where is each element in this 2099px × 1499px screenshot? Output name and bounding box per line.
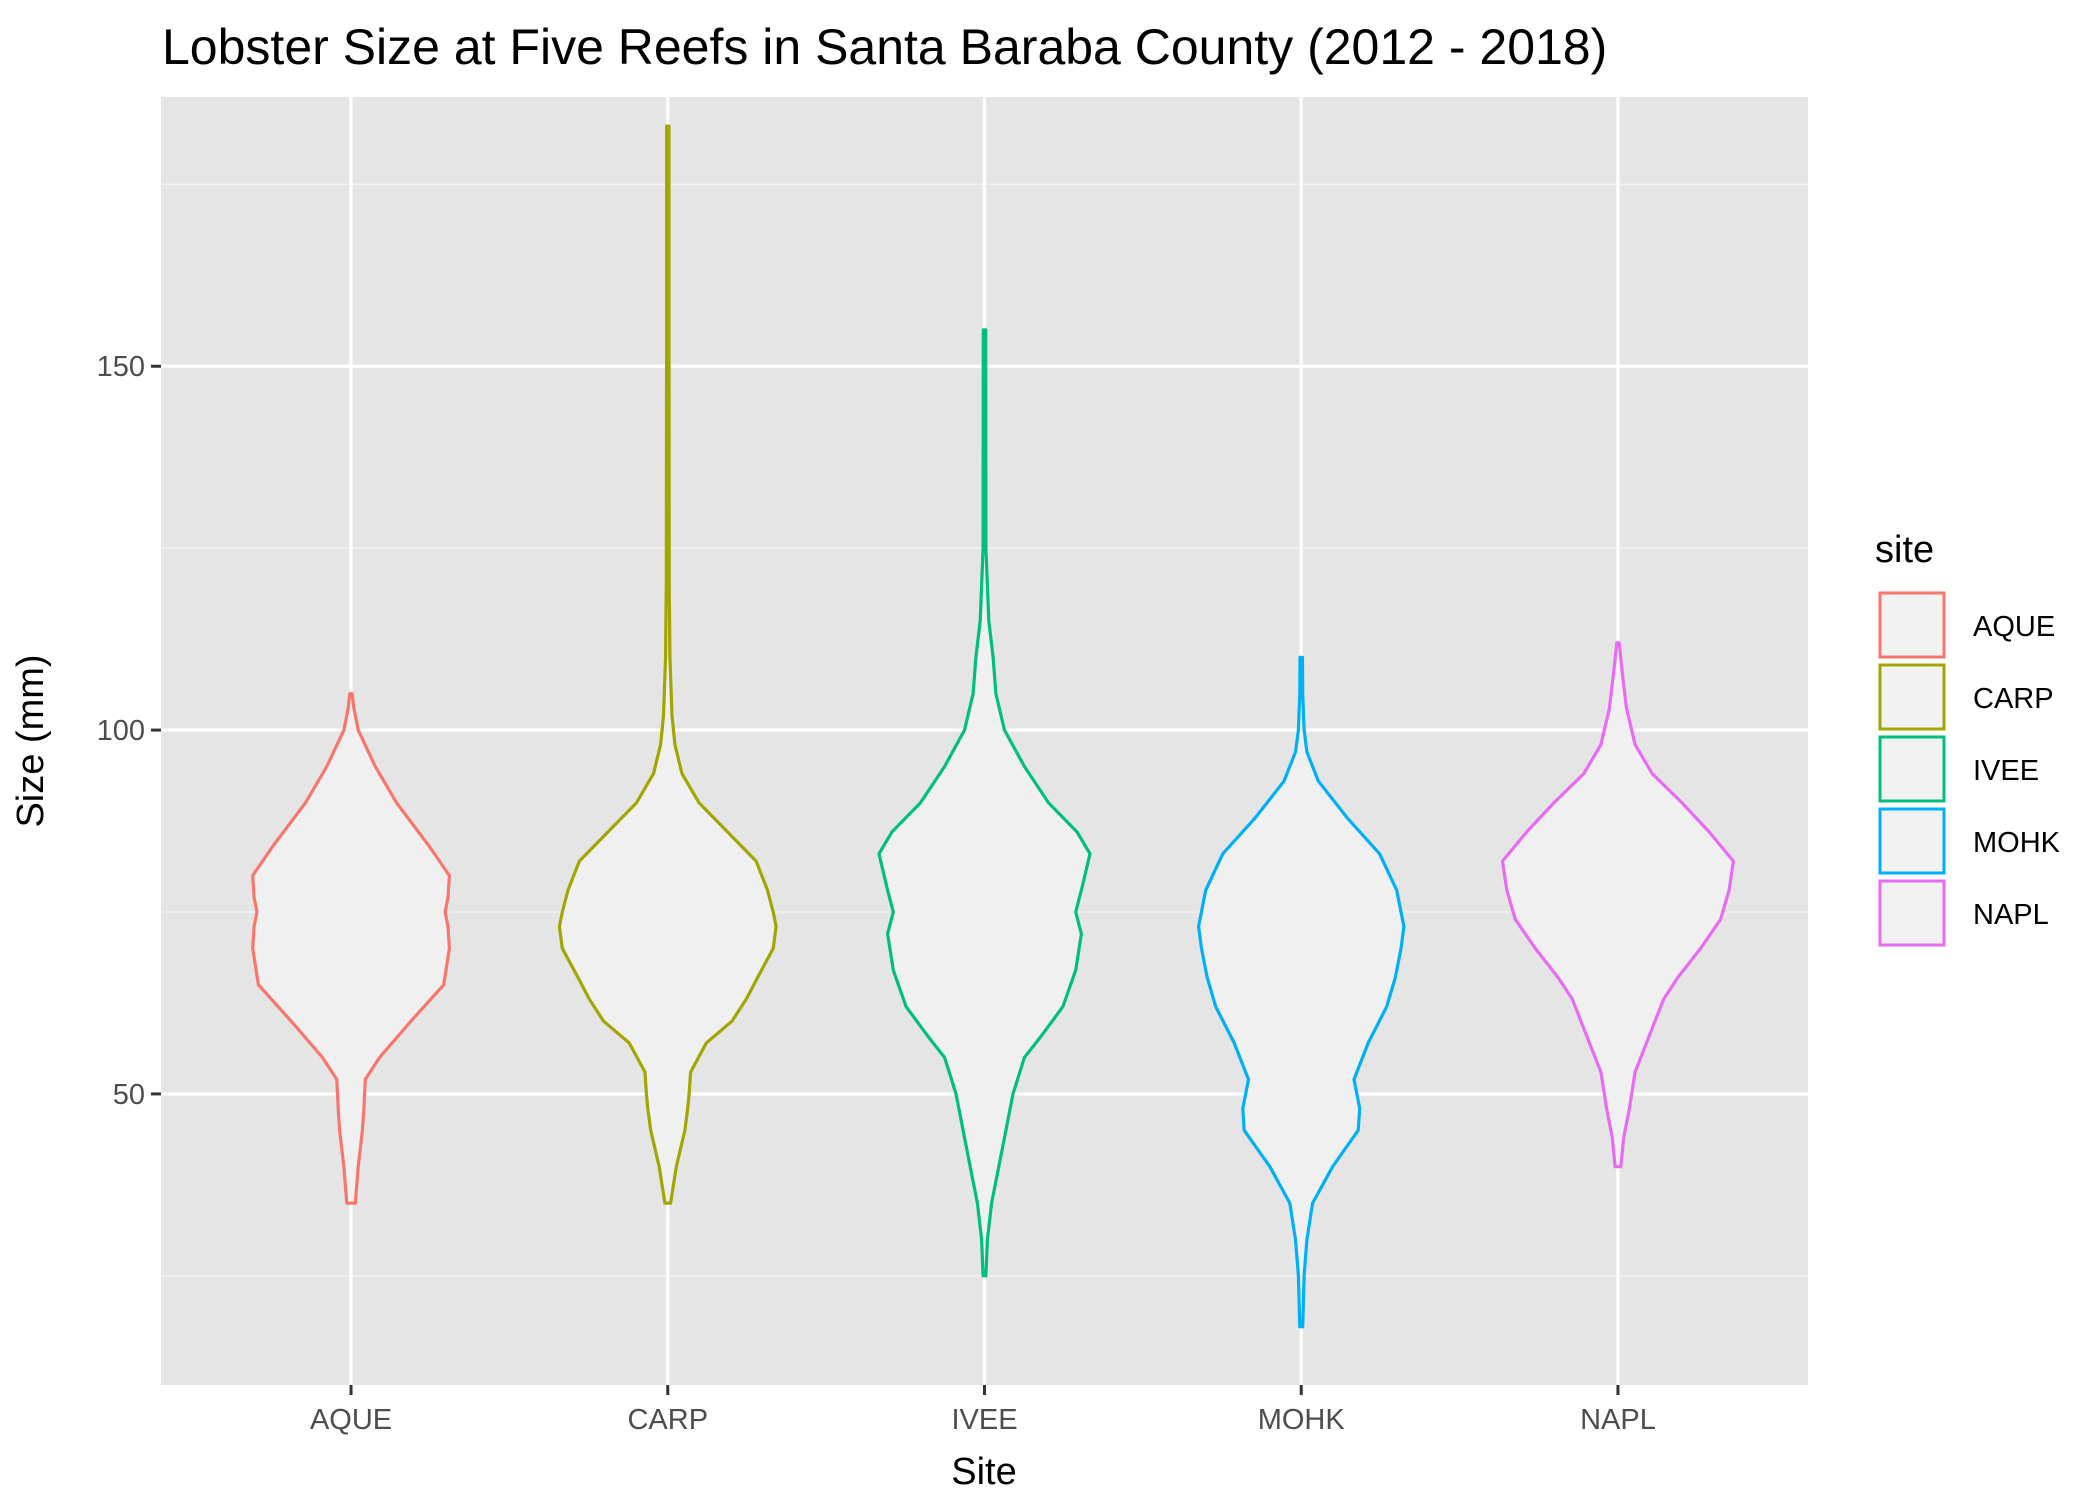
legend-title: site bbox=[1875, 529, 1934, 571]
x-axis: AQUE CARP IVEE MOHK NAPL bbox=[310, 1385, 1656, 1436]
x-tick-label: MOHK bbox=[1258, 1404, 1346, 1436]
violin-mohk bbox=[1197, 655, 1406, 1329]
x-tick-label: NAPL bbox=[1580, 1404, 1656, 1436]
y-tick-label: 150 bbox=[97, 351, 145, 383]
legend-label-carp: CARP bbox=[1973, 683, 2054, 715]
legend-label-napl: NAPL bbox=[1973, 899, 2049, 931]
y-tick-label: 50 bbox=[113, 1079, 145, 1111]
violins bbox=[251, 124, 1735, 1329]
y-tick-label: 100 bbox=[97, 715, 145, 747]
legend: site AQUE CARP IVEE MOHK NAPL bbox=[1875, 529, 2061, 947]
legend-label-ivee: IVEE bbox=[1973, 755, 2039, 787]
x-tick-label: IVEE bbox=[951, 1404, 1017, 1436]
chart-title: Lobster Size at Five Reefs in Santa Bara… bbox=[162, 19, 1607, 75]
y-axis-title: Size (mm) bbox=[10, 654, 52, 827]
legend-key-ivee bbox=[1878, 735, 1946, 803]
violin-carp bbox=[557, 124, 778, 1205]
y-axis: 50 100 150 bbox=[97, 351, 161, 1111]
legend-key-napl bbox=[1878, 879, 1946, 947]
x-axis-title: Site bbox=[951, 1451, 1016, 1493]
plot-panel bbox=[161, 97, 1808, 1385]
legend-entries: AQUE CARP IVEE MOHK NAPL bbox=[1878, 591, 2061, 947]
x-tick-label: AQUE bbox=[310, 1404, 392, 1436]
violin-ivee bbox=[877, 328, 1092, 1278]
legend-key-mohk bbox=[1878, 807, 1946, 875]
legend-label-mohk: MOHK bbox=[1973, 827, 2061, 859]
legend-key-carp bbox=[1878, 663, 1946, 731]
x-tick-label: CARP bbox=[627, 1404, 708, 1436]
violin-napl bbox=[1500, 641, 1735, 1169]
violin-aque bbox=[251, 692, 451, 1205]
legend-key-aque bbox=[1878, 591, 1946, 659]
legend-label-aque: AQUE bbox=[1973, 611, 2055, 643]
